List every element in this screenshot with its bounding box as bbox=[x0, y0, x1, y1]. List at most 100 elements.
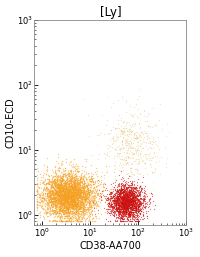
Point bbox=[134, 207, 138, 212]
Point bbox=[119, 187, 122, 191]
Point bbox=[51, 205, 54, 209]
Point bbox=[140, 142, 143, 146]
Point bbox=[62, 172, 66, 176]
Point bbox=[124, 187, 127, 191]
Point bbox=[109, 198, 112, 202]
Point bbox=[73, 172, 76, 176]
Point bbox=[55, 178, 58, 182]
Point bbox=[66, 188, 69, 192]
Point bbox=[58, 178, 61, 182]
Point bbox=[63, 174, 66, 178]
Point bbox=[123, 203, 126, 207]
Point bbox=[154, 160, 158, 164]
Point bbox=[64, 168, 67, 172]
Point bbox=[71, 193, 74, 197]
Point bbox=[143, 184, 146, 188]
Point bbox=[85, 185, 88, 189]
Point bbox=[151, 139, 154, 143]
Point bbox=[72, 198, 75, 202]
Point bbox=[45, 200, 48, 205]
Point bbox=[69, 219, 72, 223]
Point bbox=[112, 199, 115, 203]
Point bbox=[138, 205, 141, 209]
Point bbox=[83, 194, 86, 198]
Point bbox=[74, 177, 77, 181]
Point bbox=[79, 185, 82, 189]
Point bbox=[92, 185, 95, 189]
Point bbox=[61, 219, 64, 223]
Point bbox=[81, 186, 84, 190]
Point bbox=[71, 188, 75, 192]
Point bbox=[59, 183, 62, 188]
Point bbox=[76, 188, 79, 192]
Point bbox=[73, 191, 77, 196]
Point bbox=[69, 184, 72, 188]
Point bbox=[66, 212, 69, 216]
Point bbox=[70, 183, 73, 188]
Point bbox=[129, 197, 132, 201]
Point bbox=[80, 188, 83, 192]
Point bbox=[117, 204, 120, 208]
Point bbox=[64, 181, 67, 185]
Point bbox=[131, 207, 135, 211]
Point bbox=[119, 195, 122, 199]
Point bbox=[123, 217, 126, 221]
Point bbox=[122, 145, 125, 149]
Point bbox=[126, 192, 129, 196]
Point bbox=[70, 200, 73, 204]
Point bbox=[72, 181, 75, 185]
Point bbox=[125, 197, 128, 201]
Point bbox=[36, 189, 39, 193]
Point bbox=[86, 185, 89, 189]
Point bbox=[78, 190, 81, 194]
Point bbox=[127, 192, 130, 196]
Point bbox=[132, 193, 135, 197]
Point bbox=[123, 203, 126, 207]
Point bbox=[36, 202, 39, 206]
Point bbox=[122, 204, 125, 208]
Point bbox=[52, 193, 55, 197]
Point bbox=[122, 199, 126, 203]
Point bbox=[56, 182, 59, 186]
Point bbox=[76, 201, 79, 205]
Point bbox=[141, 186, 144, 190]
Point bbox=[63, 170, 67, 175]
Point bbox=[72, 181, 76, 185]
Point bbox=[71, 199, 74, 203]
Point bbox=[46, 194, 50, 198]
Point bbox=[118, 191, 121, 195]
Point bbox=[75, 190, 78, 194]
Point bbox=[46, 201, 49, 205]
Point bbox=[52, 194, 56, 198]
Point bbox=[61, 183, 64, 187]
Point bbox=[66, 188, 69, 192]
Point bbox=[116, 206, 119, 210]
Point bbox=[125, 204, 128, 208]
Point bbox=[124, 158, 127, 162]
Point bbox=[71, 204, 75, 208]
Point bbox=[56, 186, 59, 190]
Point bbox=[152, 123, 155, 127]
Point bbox=[71, 203, 74, 207]
Point bbox=[122, 206, 125, 210]
Point bbox=[145, 152, 148, 157]
Point bbox=[75, 201, 79, 205]
Point bbox=[77, 207, 81, 211]
Point bbox=[113, 148, 117, 152]
Point bbox=[86, 187, 89, 191]
Point bbox=[79, 201, 82, 206]
Point bbox=[119, 191, 122, 195]
Point bbox=[121, 195, 124, 199]
Point bbox=[126, 195, 129, 199]
Point bbox=[41, 175, 45, 179]
Point bbox=[119, 191, 122, 195]
Point bbox=[112, 205, 115, 209]
Point bbox=[87, 202, 90, 206]
Point bbox=[66, 194, 69, 198]
Point bbox=[125, 207, 129, 211]
Point bbox=[85, 172, 88, 176]
Point bbox=[72, 185, 75, 189]
Point bbox=[86, 205, 89, 209]
Point bbox=[126, 218, 130, 222]
Point bbox=[67, 171, 70, 175]
